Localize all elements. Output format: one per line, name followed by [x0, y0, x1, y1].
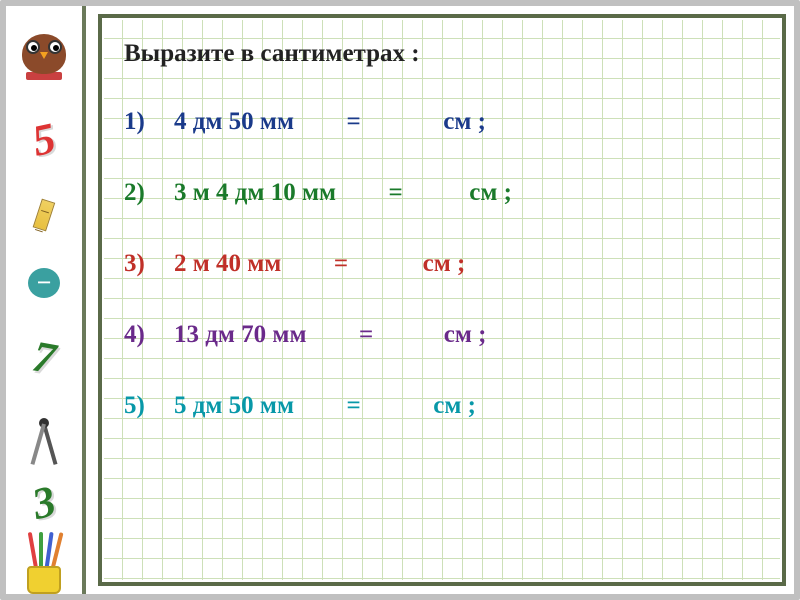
problem-number: 5) — [124, 392, 174, 420]
equals-sign: = — [346, 108, 360, 135]
worksheet-title: Выразите в сантиметрах : — [124, 40, 742, 68]
problem-row: 2) 3 м 4 дм 10 мм = см ; — [124, 179, 742, 207]
result-unit: см ; — [433, 392, 476, 419]
problem-row: 1) 4 дм 50 мм = см ; — [124, 108, 742, 136]
owl-icon — [14, 26, 74, 80]
result-unit: см ; — [469, 179, 512, 206]
equals-sign: = — [346, 392, 360, 419]
worksheet-content: Выразите в сантиметрах : 1) 4 дм 50 мм =… — [124, 40, 742, 463]
problem-number: 4) — [124, 321, 174, 349]
compass-icon — [24, 418, 64, 444]
problem-number: 1) — [124, 108, 174, 136]
pencil-cup-icon — [19, 563, 69, 594]
digit-3-icon: 3 — [28, 479, 60, 527]
result-unit: см ; — [423, 250, 466, 277]
problem-expression: 13 дм 70 мм — [174, 321, 306, 348]
digit-7-icon: 7 — [29, 334, 58, 381]
problem-row: 3) 2 м 40 мм = см ; — [124, 250, 742, 278]
equals-sign: = — [359, 321, 373, 348]
minus-badge-icon: − — [28, 268, 60, 298]
problem-number: 2) — [124, 179, 174, 207]
equals-sign: = — [334, 250, 348, 277]
worksheet-grid: Выразите в сантиметрах : 1) 4 дм 50 мм =… — [98, 14, 786, 586]
result-unit: см ; — [444, 321, 487, 348]
problem-expression: 3 м 4 дм 10 мм — [174, 179, 336, 206]
problem-row: 4) 13 дм 70 мм = см ; — [124, 321, 742, 349]
decorative-sidebar: 5 − 7 3 — [6, 6, 86, 594]
equals-sign: = — [389, 179, 403, 206]
result-unit: см ; — [443, 108, 486, 135]
ruler-icon — [33, 199, 55, 232]
problem-number: 3) — [124, 250, 174, 278]
problem-row: 5) 5 дм 50 мм = см ; — [124, 392, 742, 420]
problem-expression: 5 дм 50 мм — [174, 392, 294, 419]
problem-expression: 2 м 40 мм — [174, 250, 281, 277]
digit-5-icon: 5 — [29, 116, 60, 164]
problem-expression: 4 дм 50 мм — [174, 108, 294, 135]
